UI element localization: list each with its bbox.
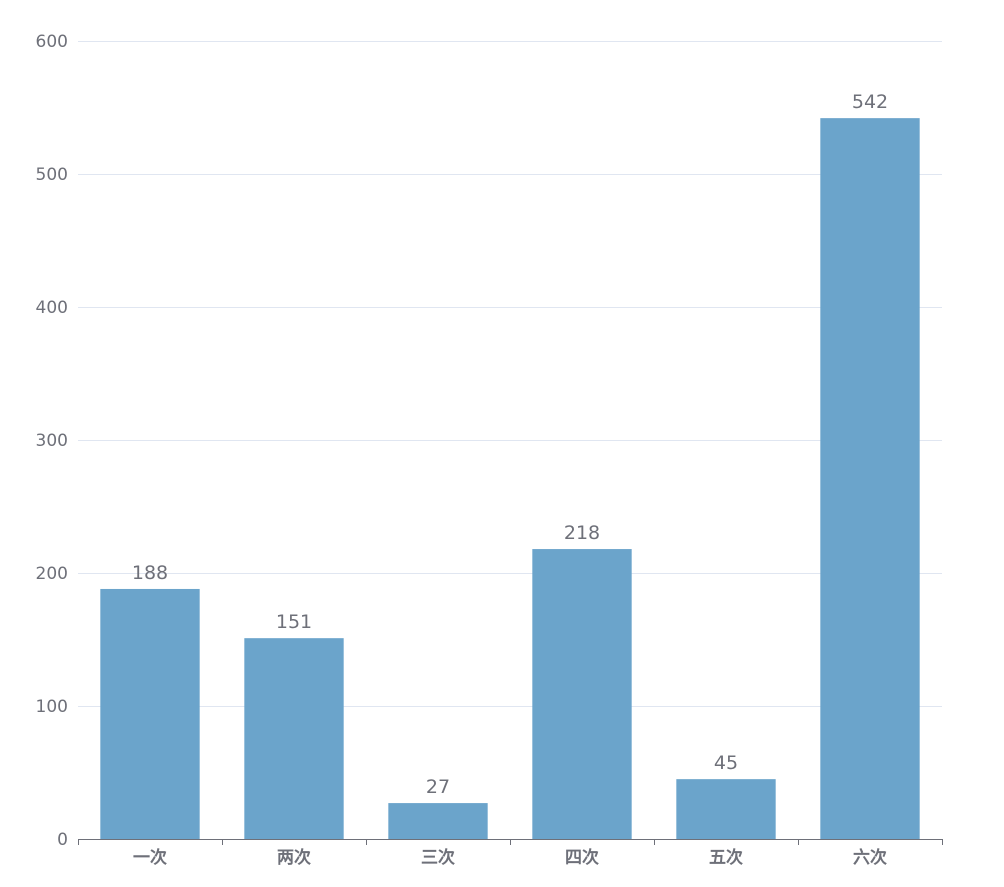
y-tick-label-100: 100: [36, 697, 68, 717]
labels-layer: 0 100 200 300 400 500 600 188 一次 151 两次 27 三次 218 四次 45…: [36, 32, 889, 868]
data-label-4: 218: [564, 522, 600, 544]
bar-2: [244, 638, 344, 839]
x-tick-label-5: 五次: [709, 847, 743, 868]
axis-layer: [78, 839, 943, 845]
bar-4: [532, 549, 632, 839]
y-tick-label-0: 0: [57, 830, 68, 850]
bar-5: [676, 779, 776, 839]
x-tick-label-6: 六次: [853, 847, 887, 868]
y-tick-label-200: 200: [36, 564, 68, 584]
data-label-6: 542: [852, 91, 888, 113]
y-tick-label-500: 500: [36, 165, 68, 185]
data-label-1: 188: [132, 562, 168, 584]
y-tick-label-600: 600: [36, 32, 68, 52]
x-tick-label-4: 四次: [565, 847, 599, 868]
bars-layer: [100, 118, 920, 839]
bar-1: [100, 588, 200, 839]
grid-layer: [78, 41, 942, 707]
data-label-3: 27: [426, 776, 450, 798]
x-tick-label-3: 三次: [421, 847, 455, 868]
bar-6: [820, 118, 920, 839]
data-label-2: 151: [276, 611, 312, 633]
x-tick-label-2: 两次: [277, 847, 311, 868]
data-label-5: 45: [714, 752, 738, 774]
x-tick-label-1: 一次: [133, 847, 167, 868]
y-tick-label-400: 400: [36, 298, 68, 318]
bar-3: [388, 803, 488, 839]
y-tick-label-300: 300: [36, 431, 68, 451]
